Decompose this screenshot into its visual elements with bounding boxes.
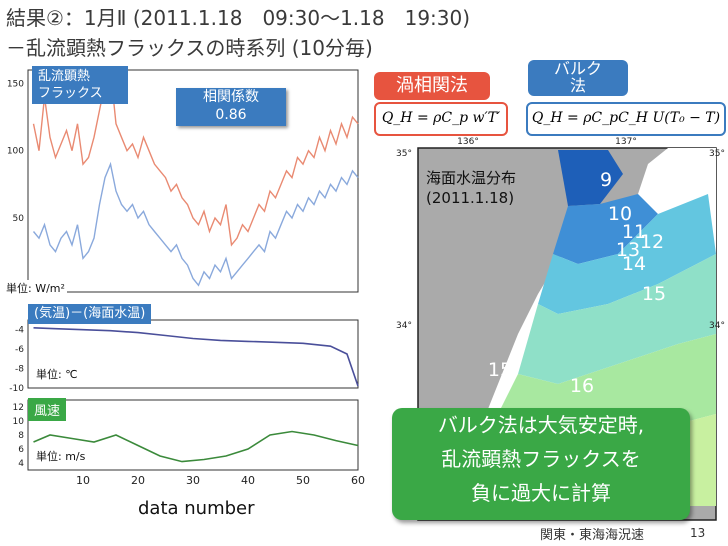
- x-tick-label: 20: [131, 474, 145, 487]
- wind-ytick-label: 8: [18, 431, 24, 441]
- wind-ytick-label: 10: [13, 417, 25, 427]
- flux-ytick-label: 50: [13, 214, 25, 224]
- temp-unit: 単位: ℃: [34, 366, 80, 382]
- eddy-flux-line: [32, 69, 359, 247]
- contour-label: 15: [488, 359, 512, 381]
- temp-diff-line: [33, 327, 359, 387]
- map-ticks: 136° 137° 35° 35° 34° 34°: [396, 137, 725, 331]
- sst-band-cyan: [538, 194, 716, 314]
- temp-yticks: -4 -6 -8 -10: [9, 326, 24, 392]
- sst-band-teal: [518, 254, 716, 384]
- eddy-formula-text: Q_H = ρC_p w′T′: [381, 110, 501, 126]
- conclusion-line3: 負に過大に計算: [471, 481, 611, 505]
- eddy-method-title: 渦相関法: [374, 72, 490, 100]
- map-label-date: (2011.1.18): [426, 189, 515, 207]
- wind-yticks: 12 10 8 6 4: [13, 403, 25, 469]
- flux-panel-label: 乱流顕熱 フラックス: [32, 66, 128, 104]
- map-lat-tick: 34°: [709, 321, 725, 331]
- contour-label: 14: [622, 253, 646, 275]
- sst-band-blue: [553, 194, 658, 264]
- wind-speed-line: [33, 430, 359, 463]
- bulk-flux-line: [32, 161, 359, 287]
- conclusion-box: バルク法は大気安定時, 乱流顕熱フラックスを 負に過大に計算: [392, 408, 690, 520]
- correlation-box: 相関係数 0.86: [176, 88, 286, 126]
- footer-source: 関東・東海海況速: [540, 528, 645, 543]
- wind-panel-label: 風速: [28, 398, 67, 421]
- slide-title-line1: 結果②：1月Ⅱ (2011.1.18 09:30〜1.18 19:30): [6, 6, 471, 30]
- x-tick-label: 10: [76, 474, 90, 487]
- contour-label: 9: [600, 169, 612, 191]
- sst-band-deep: [558, 150, 623, 206]
- conclusion-line1: バルク法は大気安定時,: [437, 413, 645, 437]
- correlation-label: 相関係数: [203, 89, 259, 105]
- contour-label: 15: [642, 283, 666, 305]
- flux-ytick-label: 150: [7, 79, 24, 89]
- temp-ytick-label: -10: [9, 384, 24, 392]
- bulk-method-title: バルク 法: [528, 60, 628, 96]
- page-number: 13: [690, 526, 706, 540]
- x-axis-label: data number: [138, 498, 255, 519]
- x-axis-ticks: 10 20 30 40 50 60: [76, 474, 365, 487]
- map-lon-tick: 137°: [615, 137, 637, 147]
- x-tick-label: 40: [241, 474, 255, 487]
- contour-label: 11: [622, 221, 646, 243]
- contour-label: 10: [608, 203, 632, 225]
- wind-ytick-label: 12: [13, 403, 24, 413]
- temp-chart: -4 -6 -8 -10: [9, 319, 359, 392]
- x-tick-label: 50: [296, 474, 310, 487]
- map-lon-tick: 136°: [457, 137, 479, 147]
- map-lat-tick: 35°: [709, 149, 725, 159]
- bulk-formula-text: Q_H = ρC_pC_H U(T₀ − T): [531, 110, 721, 126]
- flux-unit: 単位: W/m²: [4, 280, 67, 296]
- temp-ytick-label: -6: [15, 345, 24, 355]
- eddy-formula: Q_H = ρC_p w′T′: [374, 102, 508, 136]
- flux-ytick-label: 100: [7, 147, 24, 157]
- map-label-title: 海面水温分布: [426, 169, 517, 187]
- temp-ytick-label: -4: [15, 326, 24, 336]
- wind-ytick-label: 4: [18, 459, 24, 469]
- wind-ytick-label: 6: [18, 445, 24, 455]
- temp-chart-frame: [27, 319, 359, 389]
- wind-unit: 単位: m/s: [34, 448, 88, 464]
- correlation-value: 0.86: [215, 107, 247, 123]
- map-lat-tick: 34°: [396, 321, 412, 331]
- temp-panel-label: (気温)－(海面水温): [28, 304, 152, 324]
- temp-ytick-label: -8: [15, 365, 24, 375]
- flux-yticks: 150 100 50: [7, 79, 24, 224]
- conclusion-line2: 乱流顕熱フラックスを: [441, 447, 641, 471]
- contour-label: 13: [616, 239, 640, 261]
- map-label: 海面水温分布 (2011.1.18): [426, 168, 516, 208]
- x-tick-label: 60: [351, 474, 365, 487]
- x-tick-label: 30: [186, 474, 200, 487]
- slide-title-line2: －乱流顕熱フラックスの時系列 (10分毎): [6, 36, 373, 60]
- contour-label: 16: [570, 375, 594, 397]
- contour-label: 12: [640, 231, 664, 253]
- map-lat-tick: 35°: [396, 149, 412, 159]
- bulk-formula: Q_H = ρC_pC_H U(T₀ − T): [526, 102, 726, 136]
